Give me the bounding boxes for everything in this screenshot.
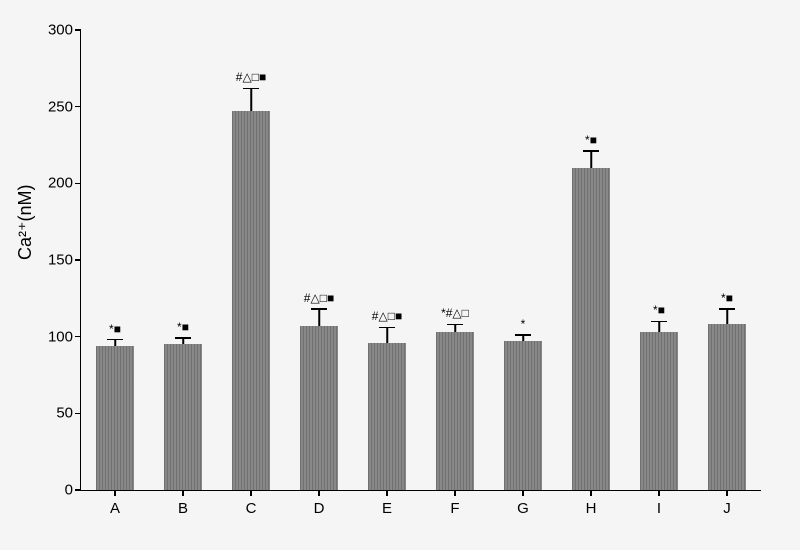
bar-annotation: *■ <box>653 303 665 317</box>
ytick-label: 250 <box>48 98 73 115</box>
bar <box>436 332 473 490</box>
xtick-label: C <box>246 500 257 517</box>
ytick-label: 100 <box>48 328 73 345</box>
xtick-mark <box>658 490 660 496</box>
xtick-label: A <box>110 500 120 517</box>
xtick-label: G <box>517 500 529 517</box>
error-bar <box>726 309 728 324</box>
error-bar <box>658 321 660 332</box>
error-cap <box>515 334 531 336</box>
bar <box>572 168 609 490</box>
xtick-label: F <box>450 500 459 517</box>
ytick-label: 0 <box>65 482 73 499</box>
ytick-label: 300 <box>48 22 73 39</box>
bar-annotation: *■ <box>177 320 189 334</box>
bar <box>368 343 405 490</box>
ytick-mark <box>75 183 81 185</box>
bar-annotation: *#△□ <box>441 306 469 320</box>
bar-annotation: * <box>521 317 526 331</box>
error-cap <box>447 324 463 326</box>
xtick-mark <box>590 490 592 496</box>
error-bar <box>454 324 456 332</box>
xtick-mark <box>250 490 252 496</box>
error-cap <box>719 308 735 310</box>
ytick-mark <box>75 29 81 31</box>
ytick-label: 200 <box>48 175 73 192</box>
bar-annotation: #△□■ <box>372 309 402 323</box>
xtick-label: E <box>382 500 392 517</box>
error-bar <box>386 327 388 342</box>
ytick-mark <box>75 259 81 261</box>
error-bar <box>590 151 592 168</box>
ytick-mark <box>75 336 81 338</box>
xtick-mark <box>454 490 456 496</box>
bar <box>232 111 269 490</box>
plot-area: 050100150200250300A*■B*■C#△□■D#△□■E#△□■F… <box>80 30 761 491</box>
bar <box>640 332 677 490</box>
bar-annotation: #△□■ <box>236 70 266 84</box>
error-cap <box>243 88 259 90</box>
error-cap <box>651 321 667 323</box>
bar <box>300 326 337 490</box>
ytick-mark <box>75 413 81 415</box>
bar-annotation: *■ <box>721 291 733 305</box>
xtick-mark <box>726 490 728 496</box>
error-bar <box>522 335 524 341</box>
error-cap <box>583 150 599 152</box>
ytick-label: 50 <box>56 405 73 422</box>
bar-annotation: *■ <box>109 322 121 336</box>
error-cap <box>311 308 327 310</box>
error-bar <box>114 340 116 346</box>
xtick-mark <box>318 490 320 496</box>
ytick-mark <box>75 106 81 108</box>
error-bar <box>250 88 252 111</box>
bar <box>504 341 541 490</box>
bar <box>164 344 201 490</box>
xtick-label: H <box>586 500 597 517</box>
xtick-mark <box>386 490 388 496</box>
error-bar <box>182 338 184 344</box>
xtick-mark <box>522 490 524 496</box>
error-cap <box>107 339 123 341</box>
xtick-label: I <box>657 500 661 517</box>
xtick-label: B <box>178 500 188 517</box>
error-cap <box>379 327 395 329</box>
xtick-label: D <box>314 500 325 517</box>
chart-container: Ca²⁺(nM) 050100150200250300A*■B*■C#△□■D#… <box>0 0 800 550</box>
y-axis-label: Ca²⁺(nM) <box>15 185 36 261</box>
bar-annotation: *■ <box>585 133 597 147</box>
bar <box>708 324 745 490</box>
error-bar <box>318 309 320 326</box>
bar-annotation: #△□■ <box>304 291 334 305</box>
ytick-mark <box>75 489 81 491</box>
xtick-label: J <box>723 500 731 517</box>
ytick-label: 150 <box>48 252 73 269</box>
bar <box>96 346 133 490</box>
error-cap <box>175 337 191 339</box>
xtick-mark <box>114 490 116 496</box>
xtick-mark <box>182 490 184 496</box>
